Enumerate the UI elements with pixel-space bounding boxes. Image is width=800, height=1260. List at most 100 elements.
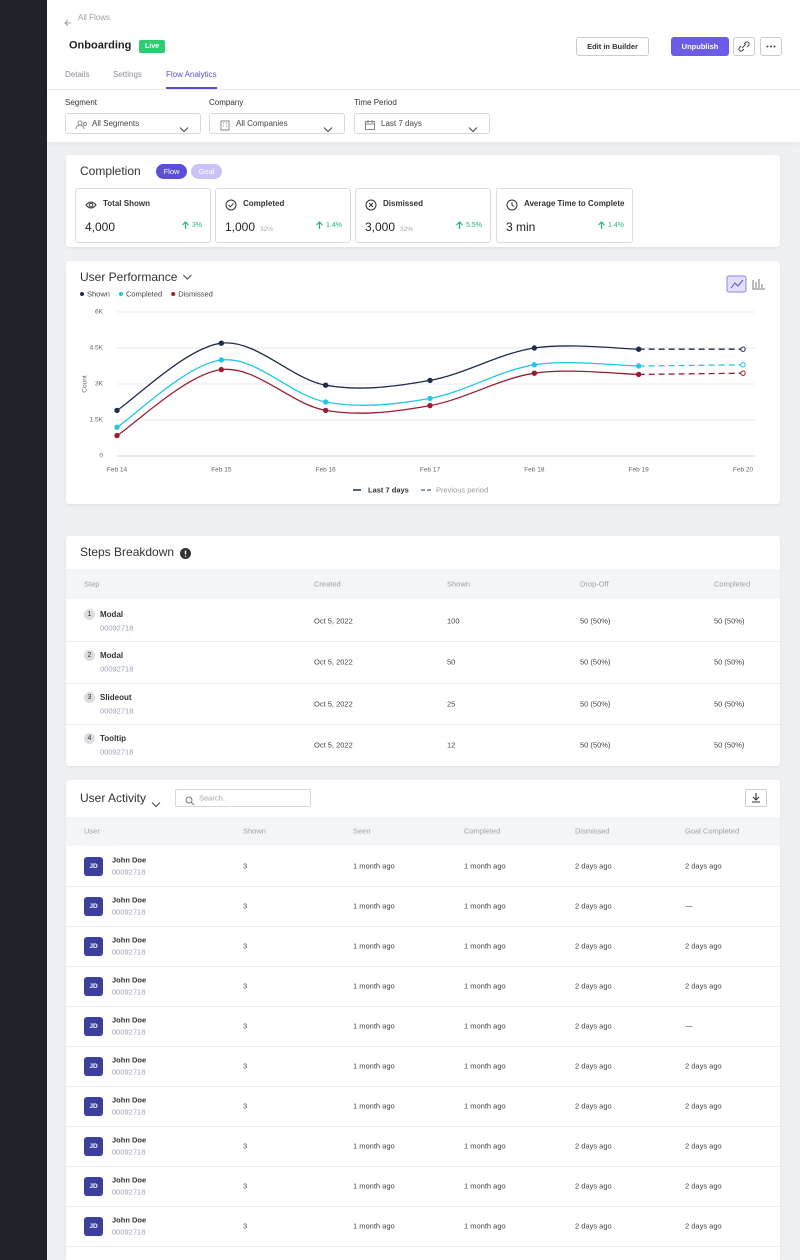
stat-share: 32% bbox=[260, 226, 274, 233]
table-cell: 2 days ago bbox=[685, 1221, 722, 1231]
table-cell: 3 bbox=[243, 901, 248, 911]
table-cell: 2 days ago bbox=[575, 1101, 612, 1111]
table-cell: 1 month ago bbox=[464, 1141, 506, 1151]
table-cell: Oct 5, 2022 bbox=[314, 616, 353, 625]
stat-box: Average Time to Complete 3 min 1.4% bbox=[496, 188, 633, 243]
table-cell: 1 month ago bbox=[353, 1141, 395, 1151]
table-cell: 50 (50%) bbox=[580, 699, 611, 708]
unpublish-button[interactable]: Unpublish bbox=[671, 37, 729, 56]
icon-shape bbox=[368, 202, 374, 208]
table-cell: 3 bbox=[243, 1101, 248, 1111]
column-header: Shown bbox=[243, 826, 266, 836]
row-divider bbox=[66, 1086, 780, 1087]
table-cell: 1 month ago bbox=[353, 1061, 395, 1071]
icon-shape bbox=[365, 121, 375, 130]
stat-icon bbox=[506, 198, 518, 211]
search-box[interactable]: Search.. bbox=[175, 789, 311, 807]
table-cell: 3 bbox=[243, 941, 248, 951]
user-name: John Doe bbox=[112, 895, 147, 905]
filter-value: All Companies bbox=[236, 119, 288, 129]
icon-shape bbox=[185, 796, 195, 806]
icon-shape bbox=[365, 120, 375, 125]
stat-label: Completed bbox=[243, 199, 285, 209]
x-tick-label: Feb 18 bbox=[524, 467, 545, 474]
stat-label: Dismissed bbox=[383, 199, 424, 209]
stat-change-value: 3% bbox=[191, 221, 202, 229]
table-cell: 50 (50%) bbox=[580, 740, 611, 750]
table-cell: 1 month ago bbox=[353, 861, 395, 871]
icon-shape bbox=[766, 45, 776, 48]
column-header: Dismissed bbox=[575, 826, 610, 836]
link-button[interactable] bbox=[733, 37, 755, 56]
filter-dropdown[interactable]: Last 7 days bbox=[354, 113, 490, 134]
download-button[interactable] bbox=[745, 789, 767, 807]
icon-shape bbox=[316, 221, 323, 229]
back-link[interactable]: All Flows bbox=[78, 13, 111, 23]
table-cell: 2 days ago bbox=[575, 861, 612, 871]
avatar: JD bbox=[84, 936, 103, 956]
more-button[interactable] bbox=[760, 37, 782, 56]
row-divider bbox=[66, 926, 780, 927]
tab[interactable]: Flow Analytics bbox=[166, 70, 217, 80]
tab[interactable]: Details bbox=[65, 70, 90, 80]
user-id: 00092718 bbox=[112, 907, 146, 917]
table-cell: Oct 5, 2022 bbox=[314, 699, 353, 708]
row-divider bbox=[66, 1246, 780, 1247]
tab[interactable]: Settings bbox=[113, 70, 142, 80]
data-point bbox=[635, 346, 642, 352]
status-badge: Live bbox=[139, 40, 165, 53]
icon-shape bbox=[752, 793, 760, 803]
legend-label: Shown bbox=[87, 289, 110, 298]
edit-button[interactable]: Edit in Builder bbox=[576, 37, 649, 56]
filter-dropdown[interactable]: All Companies bbox=[209, 113, 345, 134]
user-name: John Doe bbox=[112, 1175, 147, 1185]
icon-shape bbox=[752, 793, 760, 803]
toggle[interactable]: Goal bbox=[191, 164, 222, 179]
column-header: User bbox=[84, 826, 100, 836]
icon-shape bbox=[220, 120, 230, 131]
user-id: 00092718 bbox=[112, 1107, 146, 1117]
icon-shape bbox=[64, 19, 71, 27]
stat-change: 1.4% bbox=[598, 221, 624, 229]
filter-label: Segment bbox=[65, 98, 98, 108]
stat-value: 4,000 bbox=[85, 220, 116, 234]
data-point bbox=[740, 370, 746, 376]
series-line-previous bbox=[638, 372, 744, 376]
period-legend: Last 7 days bbox=[368, 485, 409, 494]
activity-card: User Activity Search.. User Shown Seen Comple… bbox=[66, 780, 780, 1260]
line-view-icon bbox=[730, 279, 744, 289]
user-name: John Doe bbox=[112, 975, 147, 985]
icon-shape bbox=[456, 221, 463, 229]
steps-card: Steps Breakdown Step Created Shown Drop-Off C… bbox=[66, 536, 780, 766]
stat-value: 3,000 bbox=[365, 220, 396, 234]
icon-shape bbox=[75, 120, 87, 130]
avatar: JD bbox=[84, 1056, 103, 1076]
data-point bbox=[427, 402, 433, 409]
data-point bbox=[114, 424, 120, 430]
period-legend: Previous period bbox=[436, 485, 488, 494]
row-divider bbox=[66, 1126, 780, 1127]
info-icon bbox=[180, 546, 191, 559]
row-divider bbox=[66, 1206, 780, 1207]
icon-shape bbox=[323, 127, 333, 133]
icon-shape bbox=[316, 221, 323, 229]
icon-shape bbox=[77, 120, 83, 126]
icon-shape bbox=[64, 19, 71, 27]
data-point bbox=[427, 395, 433, 402]
table-cell: 2 days ago bbox=[575, 1221, 612, 1231]
stat-change-value: 1.4% bbox=[608, 221, 624, 229]
table-cell: 2 days ago bbox=[575, 1021, 612, 1031]
data-point bbox=[427, 377, 433, 384]
y-tick-label: 4.5K bbox=[90, 345, 104, 352]
toggle[interactable]: Flow bbox=[156, 164, 187, 179]
filter-dropdown[interactable]: All Segments bbox=[65, 113, 201, 134]
icon-shape bbox=[151, 802, 161, 808]
column-header: Shown bbox=[447, 579, 470, 589]
table-header bbox=[66, 817, 780, 846]
column-header: Drop-Off bbox=[580, 579, 609, 589]
table-cell: 1 month ago bbox=[353, 901, 395, 911]
user-name: John Doe bbox=[112, 935, 147, 945]
table-cell: 2 days ago bbox=[575, 1181, 612, 1191]
table-cell: 2 days ago bbox=[685, 941, 722, 951]
